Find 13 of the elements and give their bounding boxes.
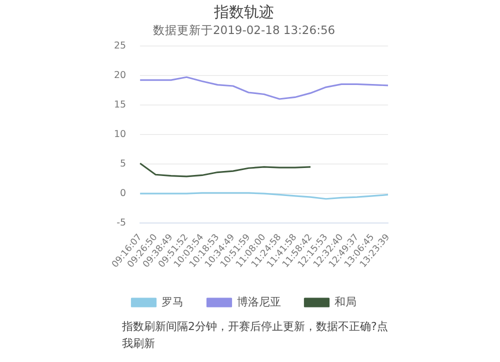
legend-label: 和局: [334, 295, 356, 308]
y-tick-label: 15: [114, 99, 126, 110]
y-tick-label: 10: [114, 128, 126, 140]
chart-subtitle: 数据更新于2019-02-18 13:26:56: [152, 22, 336, 37]
legend-label: 博洛尼亚: [236, 295, 281, 308]
y-tick-label: 0: [120, 188, 126, 200]
legend-label: 罗马: [161, 295, 184, 308]
y-tick-label: 5: [120, 158, 126, 170]
y-tick-label: 25: [114, 40, 126, 52]
text: 指数刷新间隔2分钟，开赛后停止更新，数据不正确?点我刷新: [122, 319, 389, 352]
chart-title: 指数轨迹: [213, 2, 274, 21]
y-tick-label: -5: [116, 218, 126, 229]
y-tick-label: 20: [114, 70, 126, 81]
